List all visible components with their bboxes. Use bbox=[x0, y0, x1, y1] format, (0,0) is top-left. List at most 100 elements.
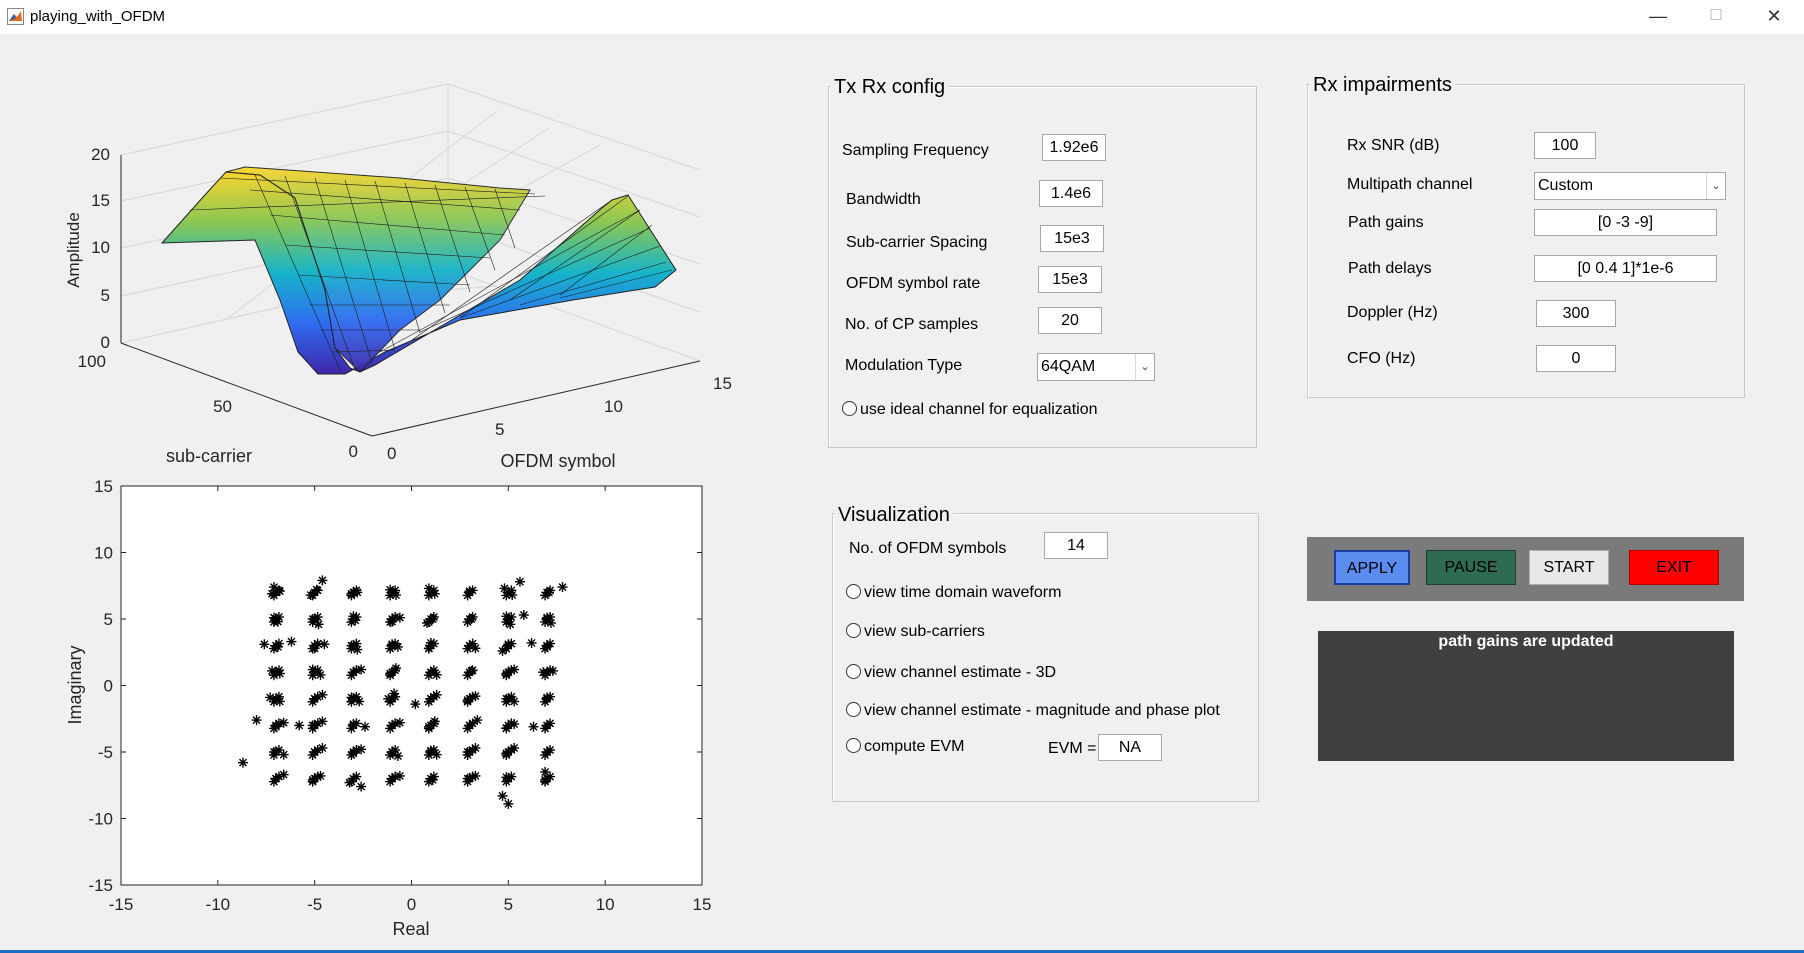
subcarrier-spacing-field[interactable]: 15e3 bbox=[1040, 225, 1104, 252]
constellation-point bbox=[356, 664, 367, 675]
constellation-point bbox=[350, 615, 361, 626]
constellation-point bbox=[427, 614, 438, 624]
x-axis-label: sub-carrier bbox=[166, 446, 252, 466]
rx-snr-field[interactable]: 100 bbox=[1534, 132, 1596, 159]
num-symbols-field[interactable]: 14 bbox=[1044, 532, 1108, 559]
sampling-frequency-field[interactable]: 1.92e6 bbox=[1042, 134, 1106, 161]
constellation-point bbox=[547, 665, 558, 676]
path-delays-field[interactable]: [0 0.4 1]*1e-6 bbox=[1534, 255, 1717, 282]
constellation-point bbox=[431, 749, 442, 760]
evm-value-field: NA bbox=[1098, 734, 1162, 761]
exit-button[interactable]: EXIT bbox=[1629, 550, 1719, 585]
constellation-point bbox=[278, 769, 289, 780]
constellation-point bbox=[270, 773, 281, 784]
constellation-point bbox=[540, 766, 551, 777]
subcarriers-label: view sub-carriers bbox=[864, 623, 985, 640]
constellation-point bbox=[470, 743, 481, 754]
constellation-point bbox=[503, 798, 514, 809]
constellation-point bbox=[542, 692, 553, 703]
chevron-down-icon[interactable]: ⌄ bbox=[1706, 173, 1725, 199]
y-tick-labels: 15 10 5 0 -5 -10 -15 bbox=[88, 477, 113, 895]
constellation-point bbox=[387, 720, 398, 731]
constellation-point bbox=[278, 717, 289, 728]
rx-snr-label: Rx SNR (dB) bbox=[1347, 137, 1440, 154]
constellation-point bbox=[509, 743, 520, 754]
constellation-point bbox=[317, 743, 328, 754]
constellation-point bbox=[518, 610, 529, 621]
symbol-tick-labels: 0 5 10 15 bbox=[387, 374, 732, 463]
compute-evm-radio[interactable]: compute EVM bbox=[846, 738, 964, 756]
time-domain-radio[interactable]: view time domain waveform bbox=[846, 584, 1061, 602]
constellation-point bbox=[542, 747, 553, 757]
matlab-icon bbox=[7, 8, 24, 25]
x-tick: 10 bbox=[596, 895, 615, 914]
multipath-channel-select[interactable]: Custom ⌄ bbox=[1534, 172, 1726, 200]
scatter-tick-marks bbox=[120, 485, 703, 886]
ideal-channel-label: use ideal channel for equalization bbox=[860, 401, 1098, 418]
close-button[interactable]: ✕ bbox=[1766, 6, 1782, 26]
constellation-point bbox=[509, 664, 520, 675]
symbol-rate-field[interactable]: 15e3 bbox=[1038, 266, 1102, 293]
window-title: playing_with_OFDM bbox=[30, 8, 166, 25]
constellation-point bbox=[387, 747, 398, 757]
minimize-button[interactable]: — bbox=[1649, 6, 1667, 26]
constellation-point bbox=[462, 773, 473, 784]
maximize-button[interactable]: ☐ bbox=[1709, 7, 1723, 24]
z-tick: 0 bbox=[101, 333, 110, 352]
constellation-point bbox=[394, 612, 405, 623]
constellation-point bbox=[509, 719, 520, 730]
constellation-point bbox=[497, 790, 508, 801]
constellation-point bbox=[514, 576, 525, 587]
bandwidth-label: Bandwidth bbox=[846, 191, 921, 208]
apply-button[interactable]: APPLY bbox=[1334, 550, 1410, 585]
radio-circle-icon bbox=[846, 664, 861, 679]
constellation-point bbox=[425, 693, 436, 704]
symbol-tick: 10 bbox=[604, 397, 623, 416]
constellation-point bbox=[428, 771, 439, 782]
subcarrier-tick-labels: 100 50 0 bbox=[78, 352, 358, 461]
path-gains-field[interactable]: [0 -3 -9] bbox=[1534, 209, 1717, 236]
start-button[interactable]: START bbox=[1529, 550, 1609, 585]
estimate-mag-phase-radio[interactable]: view channel estimate - magnitude and ph… bbox=[846, 702, 1220, 720]
constellation-point bbox=[270, 721, 281, 732]
constellation-point bbox=[348, 667, 359, 678]
subcarriers-radio[interactable]: view sub-carriers bbox=[846, 623, 985, 641]
constellation-point bbox=[462, 695, 473, 706]
chevron-down-icon[interactable]: ⌄ bbox=[1135, 354, 1154, 380]
doppler-field[interactable]: 300 bbox=[1536, 300, 1616, 327]
constellation-point bbox=[501, 748, 512, 759]
status-message: path gains are updated bbox=[1438, 633, 1614, 650]
cfo-field[interactable]: 0 bbox=[1536, 345, 1616, 372]
z-tick: 5 bbox=[101, 286, 110, 305]
constellation-point bbox=[425, 745, 436, 756]
constellation-point bbox=[346, 692, 357, 703]
constellation-point bbox=[392, 641, 403, 652]
bandwidth-field[interactable]: 1.4e6 bbox=[1039, 180, 1103, 207]
constellation-point bbox=[509, 696, 520, 707]
constellation-point bbox=[470, 643, 481, 654]
estimate-mag-phase-label: view channel estimate - magnitude and ph… bbox=[864, 702, 1220, 719]
pause-button[interactable]: PAUSE bbox=[1426, 550, 1516, 585]
sampling-frequency-label: Sampling Frequency bbox=[842, 142, 989, 159]
constellation-point bbox=[466, 614, 477, 624]
scatter-y-label: Imaginary bbox=[65, 645, 85, 724]
y-tick: 5 bbox=[104, 610, 113, 629]
constellation-point bbox=[501, 693, 512, 704]
constellation-point bbox=[305, 590, 316, 601]
estimate-3d-radio[interactable]: view channel estimate - 3D bbox=[846, 664, 1056, 682]
window-bottom-border bbox=[0, 950, 1804, 953]
ideal-channel-radio[interactable]: use ideal channel for equalization bbox=[842, 401, 1098, 419]
y-tick: -5 bbox=[98, 743, 113, 762]
constellation-point bbox=[545, 617, 556, 628]
constellation-point bbox=[309, 643, 320, 654]
constellation-point bbox=[278, 749, 289, 760]
symbol-tick: 5 bbox=[495, 420, 504, 439]
constellation-point bbox=[429, 588, 440, 599]
constellation-point bbox=[501, 772, 512, 783]
channel-surface-plot: 20 15 10 5 0 100 50 0 0 5 10 15 Amplitud… bbox=[64, 83, 732, 471]
constellation-point bbox=[294, 720, 305, 731]
z-tick: 10 bbox=[91, 238, 110, 257]
modulation-type-select[interactable]: 64QAM ⌄ bbox=[1037, 353, 1155, 381]
visualization-panel bbox=[832, 513, 1259, 802]
cp-samples-field[interactable]: 20 bbox=[1038, 307, 1102, 334]
